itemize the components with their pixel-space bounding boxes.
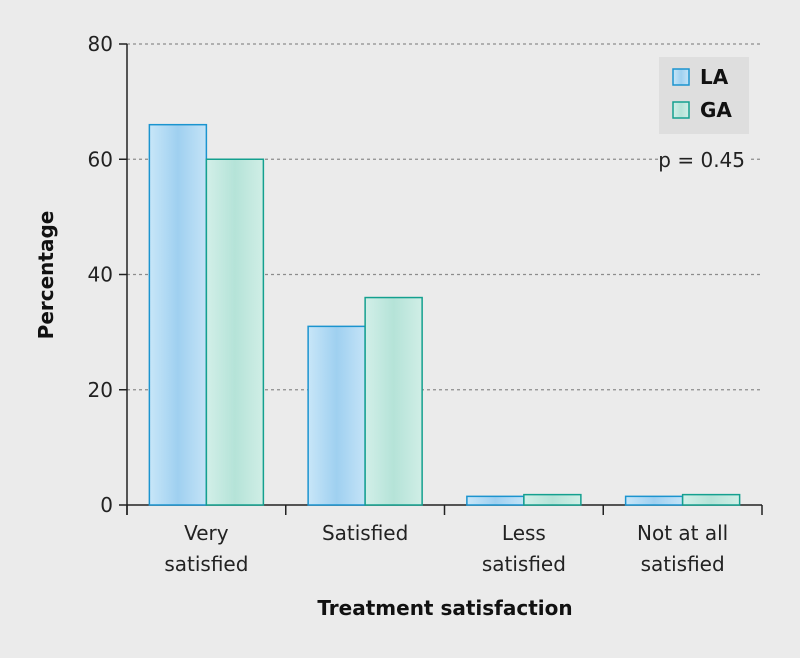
p-value-annotation: p = 0.45	[658, 148, 745, 172]
x-tick-label: Less satisfied	[482, 521, 566, 576]
bar-la	[624, 495, 684, 506]
y-tick-label: 40	[88, 263, 113, 287]
legend: LA GA	[659, 57, 749, 134]
y-axis-title: Percentage	[34, 211, 58, 340]
bar-ga	[364, 296, 423, 506]
legend-swatch-ga	[672, 101, 690, 119]
bar-la	[466, 495, 525, 506]
legend-label-la: LA	[700, 65, 729, 89]
y-tick-label: 60	[88, 147, 113, 171]
legend-swatch-la	[672, 68, 690, 86]
legend-label-ga: GA	[700, 98, 732, 122]
gridlines	[127, 43, 762, 391]
x-tick-label: Not at all satisfied	[637, 521, 728, 576]
y-tick-label: 20	[88, 378, 113, 402]
bar-ga	[681, 493, 741, 506]
x-axis-title: Treatment satisfaction	[317, 596, 572, 620]
x-tick-label: Very satisfied	[164, 521, 248, 576]
bar-la	[307, 325, 366, 506]
y-tick-label: 80	[88, 32, 113, 56]
bar-ga	[205, 158, 265, 506]
x-tick-label: Satisfied	[322, 521, 408, 545]
annotation-background	[659, 146, 749, 174]
labels: 0 20 40 60 80 Very satisfied Satisfied Less satis…	[88, 32, 729, 576]
y-tick-label: 0	[100, 493, 113, 517]
bar-ga	[523, 493, 582, 506]
bars	[148, 123, 741, 506]
bar-la	[148, 123, 208, 506]
